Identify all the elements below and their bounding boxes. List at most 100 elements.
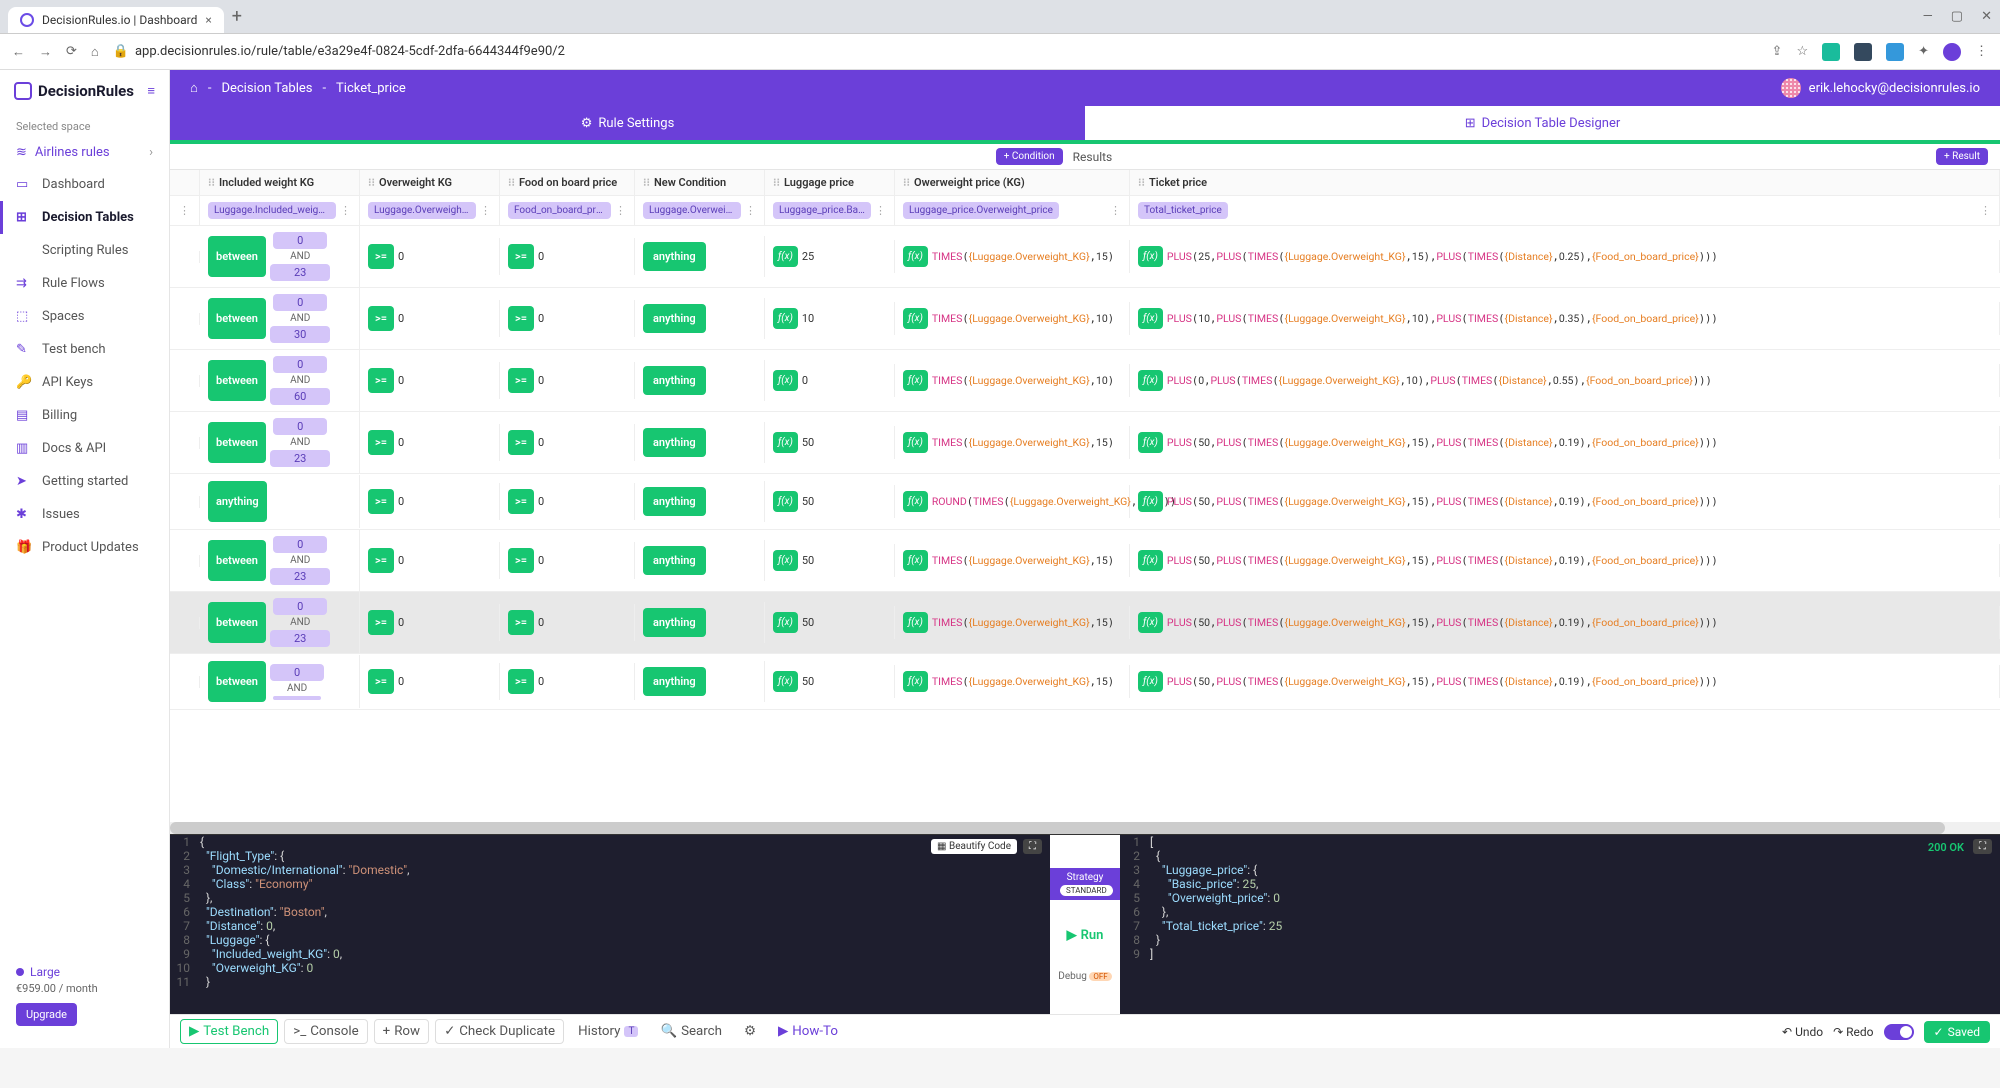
value-chip[interactable]: 23 bbox=[270, 568, 330, 585]
redo-button[interactable]: ↷ Redo bbox=[1833, 1025, 1873, 1039]
anything-badge[interactable]: anything bbox=[643, 546, 706, 575]
breadcrumb-rule-name[interactable]: Ticket_price bbox=[336, 81, 406, 96]
anything-badge[interactable]: anything bbox=[643, 366, 706, 395]
menu-icon[interactable]: ⋮ bbox=[745, 204, 756, 217]
toggle-switch[interactable] bbox=[1884, 1024, 1914, 1040]
history-button[interactable]: History T bbox=[570, 1020, 646, 1043]
value[interactable]: 25 bbox=[802, 250, 814, 263]
op-badge[interactable]: >= bbox=[368, 368, 394, 393]
formula[interactable]: PLUS(50,PLUS(TIMES({Luggage.Overweight_K… bbox=[1167, 554, 1718, 567]
value[interactable]: 0 bbox=[802, 374, 808, 387]
sidebar-space-selector[interactable]: ≋ Airlines rules › bbox=[0, 137, 169, 168]
console-button[interactable]: >_ Console bbox=[284, 1019, 367, 1044]
table-row[interactable]: between 0 AND 23 >=0 >=0 anything ƒ(x)25… bbox=[170, 226, 2000, 288]
path-chip[interactable]: Luggage.Overweight_KG bbox=[368, 202, 476, 219]
op-badge[interactable]: >= bbox=[508, 610, 534, 635]
menu-icon[interactable]: ⋮ bbox=[875, 204, 886, 217]
value-chip[interactable]: 0 bbox=[273, 356, 327, 373]
table-row[interactable]: between 0 AND >=0 >=0 anything ƒ(x)50 ƒ(… bbox=[170, 654, 2000, 710]
menu-icon[interactable]: ⋮ bbox=[615, 204, 626, 217]
op-badge[interactable]: >= bbox=[508, 306, 534, 331]
reload-icon[interactable]: ⟳ bbox=[66, 44, 77, 59]
formula[interactable]: PLUS(50,PLUS(TIMES({Luggage.Overweight_K… bbox=[1167, 495, 1718, 508]
value[interactable]: 0 bbox=[398, 616, 404, 629]
formula[interactable]: TIMES({Luggage.Overweight_KG},15) bbox=[932, 554, 1114, 567]
profile-icon[interactable] bbox=[1943, 43, 1961, 61]
back-icon[interactable]: ← bbox=[12, 44, 25, 60]
forward-icon[interactable]: → bbox=[39, 44, 52, 60]
formula[interactable]: TIMES({Luggage.Overweight_KG},15) bbox=[932, 675, 1114, 688]
path-chip[interactable]: Food_on_board_price bbox=[508, 202, 611, 219]
extension-icon[interactable] bbox=[1854, 43, 1872, 61]
value-chip[interactable]: 23 bbox=[270, 264, 330, 281]
sidebar-item-product-updates[interactable]: 🎁Product Updates bbox=[0, 531, 169, 564]
op-badge[interactable]: >= bbox=[508, 489, 534, 514]
value[interactable]: 50 bbox=[802, 554, 814, 567]
formula[interactable]: PLUS(10,PLUS(TIMES({Luggage.Overweight_K… bbox=[1167, 312, 1718, 325]
value[interactable]: 0 bbox=[398, 495, 404, 508]
value[interactable]: 0 bbox=[538, 675, 544, 688]
value[interactable]: 0 bbox=[538, 436, 544, 449]
formula[interactable]: TIMES({Luggage.Overweight_KG},15) bbox=[932, 250, 1114, 263]
op-badge[interactable]: >= bbox=[508, 548, 534, 573]
home-icon[interactable]: ⌂ bbox=[91, 44, 99, 60]
path-chip[interactable]: Luggage.Overweight_KG bbox=[643, 202, 741, 219]
value-chip[interactable]: 0 bbox=[273, 536, 327, 553]
logo[interactable]: DecisionRules ≡ bbox=[0, 82, 169, 116]
add-result-button[interactable]: + Result bbox=[1936, 148, 1988, 165]
between-badge[interactable]: between bbox=[208, 661, 266, 702]
url-field[interactable]: 🔒 app.decisionrules.io/rule/table/e3a29e… bbox=[113, 44, 1758, 59]
value[interactable]: 0 bbox=[538, 554, 544, 567]
value-chip[interactable]: 0 bbox=[273, 418, 327, 435]
table-row[interactable]: between 0 AND 23 >=0 >=0 anything ƒ(x)50… bbox=[170, 592, 2000, 654]
browser-tab[interactable]: DecisionRules.io | Dashboard × bbox=[8, 7, 224, 33]
value[interactable]: 0 bbox=[538, 616, 544, 629]
value[interactable]: 0 bbox=[538, 374, 544, 387]
op-badge[interactable]: >= bbox=[368, 244, 394, 269]
table-row[interactable]: between 0 AND 60 >=0 >=0 anything ƒ(x)0 … bbox=[170, 350, 2000, 412]
path-chip[interactable]: Luggage_price.Overweight_price bbox=[903, 202, 1059, 219]
formula[interactable]: TIMES({Luggage.Overweight_KG},10) bbox=[932, 374, 1114, 387]
value[interactable]: 0 bbox=[398, 436, 404, 449]
anything-badge[interactable]: anything bbox=[208, 481, 267, 522]
op-badge[interactable]: >= bbox=[368, 489, 394, 514]
value-chip[interactable]: 0 bbox=[273, 232, 327, 249]
anything-badge[interactable]: anything bbox=[643, 667, 706, 696]
op-badge[interactable]: >= bbox=[508, 430, 534, 455]
between-badge[interactable]: between bbox=[208, 298, 266, 339]
star-icon[interactable]: ☆ bbox=[1796, 44, 1808, 59]
op-badge[interactable]: >= bbox=[368, 669, 394, 694]
value[interactable]: 50 bbox=[802, 436, 814, 449]
value[interactable]: 50 bbox=[802, 616, 814, 629]
expand-icon[interactable]: ⛶ bbox=[1023, 839, 1042, 854]
value[interactable]: 0 bbox=[398, 250, 404, 263]
upgrade-button[interactable]: Upgrade bbox=[16, 1003, 77, 1026]
sidebar-item-docs-&-api[interactable]: ▥Docs & API bbox=[0, 432, 169, 465]
op-badge[interactable]: >= bbox=[508, 669, 534, 694]
value-chip[interactable]: 23 bbox=[270, 630, 330, 647]
op-badge[interactable]: >= bbox=[368, 548, 394, 573]
path-chip[interactable]: Total_ticket_price bbox=[1138, 202, 1228, 219]
anything-badge[interactable]: anything bbox=[643, 428, 706, 457]
output-code-panel[interactable]: 200 OK ⛶ 1[2 {3 "Luggage_price": {4 "Bas… bbox=[1120, 835, 2000, 1014]
add-row-button[interactable]: + Row bbox=[374, 1019, 429, 1044]
value-chip[interactable]: 0 bbox=[273, 294, 327, 311]
anything-badge[interactable]: anything bbox=[643, 242, 706, 271]
sidebar-item-spaces[interactable]: ⬚Spaces bbox=[0, 300, 169, 333]
settings-button[interactable]: ⚙ bbox=[736, 1020, 764, 1043]
value-chip[interactable]: 0 bbox=[270, 664, 324, 681]
anything-badge[interactable]: anything bbox=[643, 487, 706, 516]
sidebar-item-dashboard[interactable]: ▭Dashboard bbox=[0, 168, 169, 201]
op-badge[interactable]: >= bbox=[368, 306, 394, 331]
between-badge[interactable]: between bbox=[208, 236, 266, 277]
value-chip[interactable]: 0 bbox=[273, 598, 327, 615]
sidebar-item-rule-flows[interactable]: ⇉Rule Flows bbox=[0, 267, 169, 300]
formula[interactable]: PLUS(50,PLUS(TIMES({Luggage.Overweight_K… bbox=[1167, 616, 1718, 629]
new-tab-button[interactable]: + bbox=[232, 6, 242, 27]
grip-icon[interactable]: ⁝⁝ bbox=[903, 176, 910, 189]
formula[interactable]: TIMES({Luggage.Overweight_KG},15) bbox=[932, 436, 1114, 449]
table-row[interactable]: between 0 AND 30 >=0 >=0 anything ƒ(x)10… bbox=[170, 288, 2000, 350]
menu-icon[interactable]: ⋮ bbox=[480, 204, 491, 217]
formula[interactable]: PLUS(50,PLUS(TIMES({Luggage.Overweight_K… bbox=[1167, 436, 1718, 449]
value[interactable]: 0 bbox=[538, 495, 544, 508]
